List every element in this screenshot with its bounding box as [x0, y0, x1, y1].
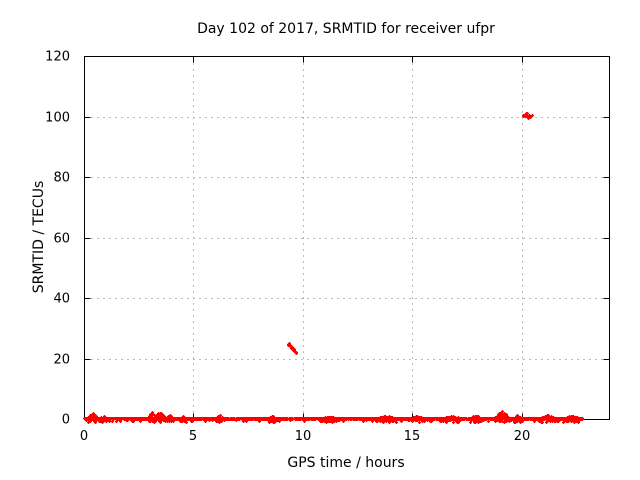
y-tick-label-120: 120	[45, 50, 70, 65]
x-axis-label: GPS time / hours	[287, 455, 404, 471]
x-tick-label-5: 5	[189, 429, 197, 444]
x-tick-label-10: 10	[295, 429, 312, 444]
x-tick-label-20: 20	[514, 429, 531, 444]
y-tick-label-60: 60	[53, 232, 70, 247]
data-points-baseline-noise	[83, 410, 584, 424]
data-points-layer	[83, 112, 584, 424]
y-tick-label-20: 20	[53, 353, 70, 368]
x-tick-label-15: 15	[404, 429, 421, 444]
data-points-outlier-arc-1	[287, 342, 298, 355]
axes-layer: 0 5 10 15 20 0 20 40 60 80 100 120	[45, 50, 610, 444]
y-tick-label-40: 40	[53, 292, 70, 307]
data-points-outlier-arc-2	[522, 112, 534, 120]
chart-title: Day 102 of 2017, SRMTID for receiver ufp…	[197, 21, 495, 37]
y-axis-label: SRMTID / TECUs	[31, 181, 47, 294]
y-tick-label-0: 0	[62, 413, 70, 428]
y-tick-label-80: 80	[53, 171, 70, 186]
label-layer: Day 102 of 2017, SRMTID for receiver ufp…	[31, 21, 495, 471]
y-tick-label-100: 100	[45, 111, 70, 126]
grid-layer	[85, 57, 608, 418]
x-tick-label-0: 0	[80, 429, 88, 444]
